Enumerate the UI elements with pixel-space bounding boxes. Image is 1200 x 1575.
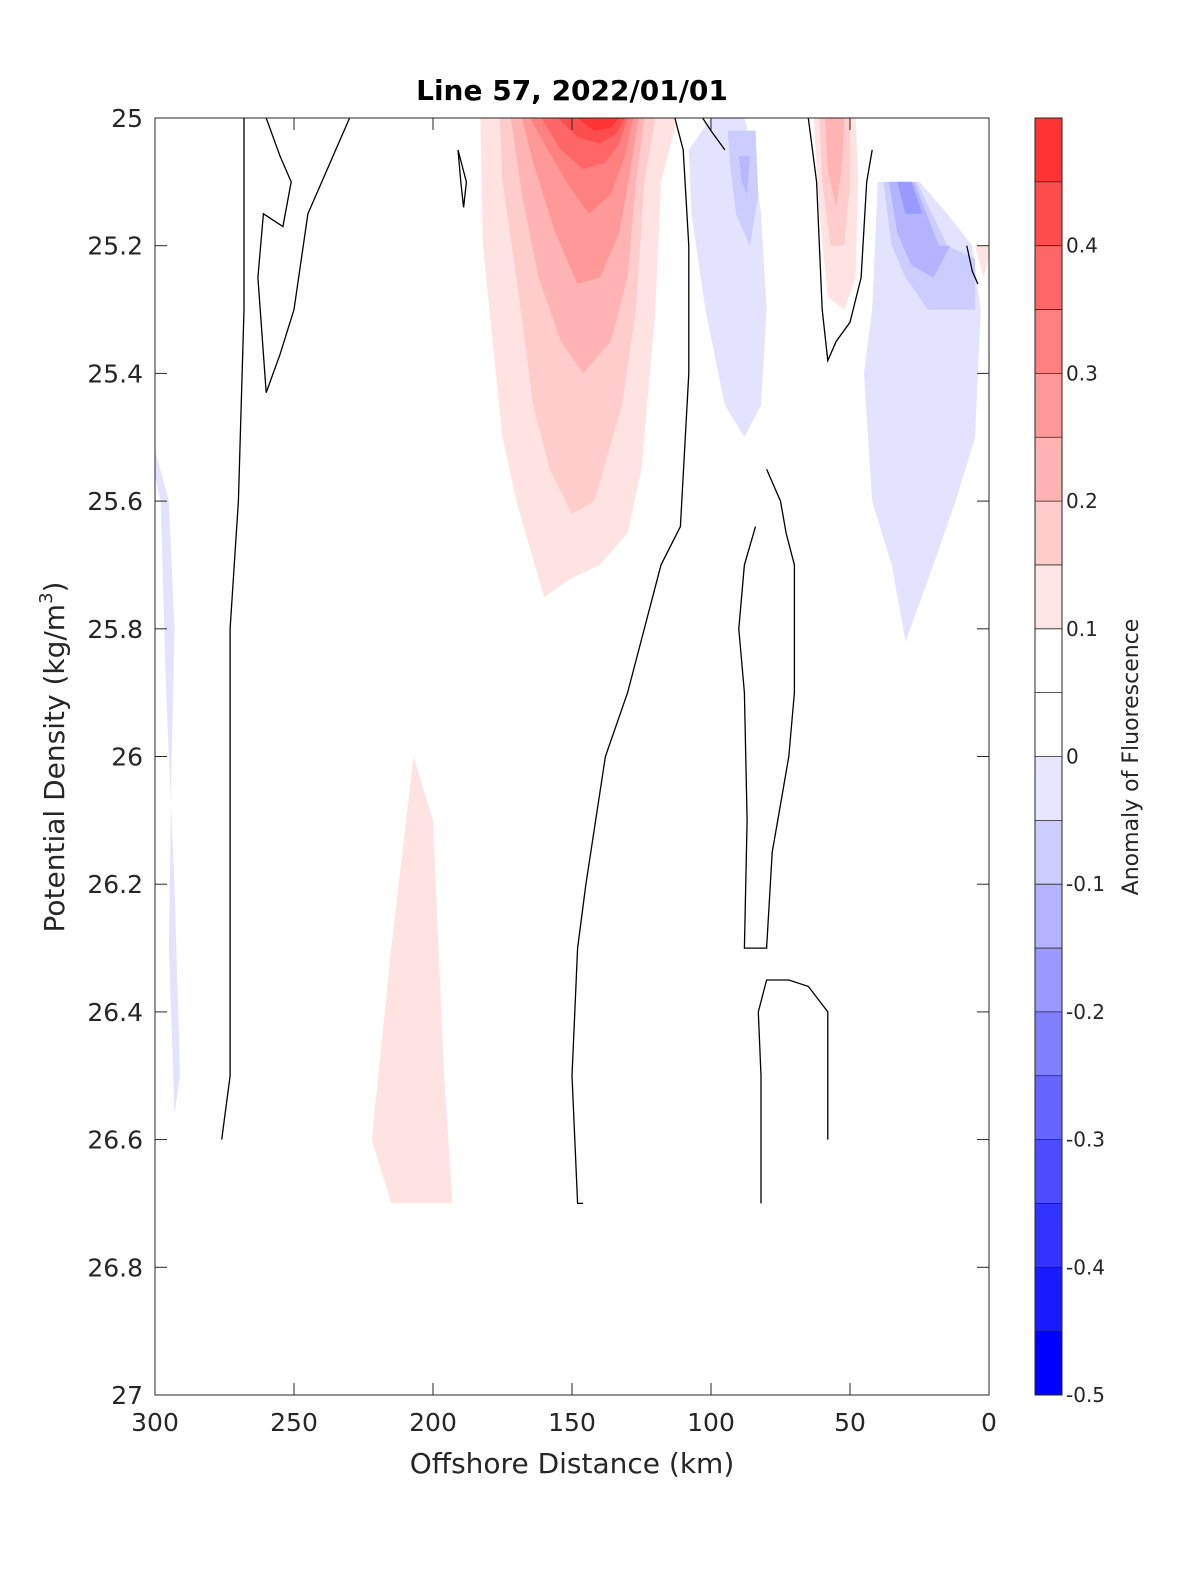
filled-contours <box>155 118 989 1204</box>
x-tick-label: 150 <box>548 1408 596 1437</box>
y-axis-label: Potential Density (kg/m3) <box>36 582 71 933</box>
colorbar-tick-label: 0 <box>1066 745 1079 769</box>
anomaly-region-19 <box>897 181 923 214</box>
anomaly-region-12 <box>975 245 989 278</box>
colorbar-swatch <box>1035 628 1062 693</box>
anomaly-region-15 <box>738 156 750 195</box>
colorbar-swatch <box>1035 948 1062 1012</box>
anomaly-region-14 <box>727 130 759 246</box>
zero-contour-4 <box>702 118 726 151</box>
zero-contour-7 <box>757 979 829 1204</box>
zero-contour-3 <box>571 118 690 1205</box>
y-tick-label: 25.4 <box>87 359 143 388</box>
y-tick-label: 25.6 <box>87 487 143 516</box>
y-tick-label: 26.8 <box>87 1253 143 1282</box>
colorbar-swatch <box>1035 437 1062 502</box>
x-axis-label: Offshore Distance (km) <box>410 1447 735 1480</box>
colorbar-swatch <box>1035 692 1062 757</box>
x-tick-label: 50 <box>834 1408 866 1437</box>
colorbar-swatch <box>1035 564 1062 629</box>
plot-area: 300 250 200 150 100 50 0 2525.225.425.625.8262… <box>87 104 997 1437</box>
colorbar-tick-label: -0.5 <box>1066 1383 1105 1407</box>
colorbar-tick-label: -0.1 <box>1066 872 1105 896</box>
colorbar-ticks: -0.5 -0.4 -0.3 -0.2 -0.1 0 0.1 0.2 0.3 0.4 <box>1066 234 1105 1407</box>
colorbar-tick-label: -0.2 <box>1066 1000 1105 1024</box>
colorbar-swatch <box>1035 1331 1062 1395</box>
colorbar-swatch <box>1035 181 1062 246</box>
colorbar-swatch <box>1035 1267 1062 1332</box>
x-tick-label: 0 <box>981 1408 997 1437</box>
colorbar-swatch <box>1035 245 1062 310</box>
anomaly-region-10 <box>825 118 845 208</box>
x-tick-label: 100 <box>687 1408 735 1437</box>
colorbar-swatch <box>1035 820 1062 885</box>
colorbar-label: Anomaly of Fluorescence <box>1119 619 1144 896</box>
zero-contour-lines <box>221 118 979 1205</box>
y-axis-label-close: ) <box>38 582 71 593</box>
zero-contour-0 <box>221 118 245 1140</box>
y-tick-label: 26.2 <box>87 870 143 899</box>
colorbar-tick-label: 0.2 <box>1066 489 1098 513</box>
colorbar-swatch <box>1035 1203 1062 1268</box>
colorbar-swatch <box>1035 756 1062 821</box>
colorbar-swatch <box>1035 1075 1062 1140</box>
colorbar-swatches <box>1035 118 1062 1395</box>
chart-title: Line 57, 2022/01/01 <box>416 74 728 107</box>
zero-contour-6 <box>738 468 796 949</box>
colorbar-tick-label: -0.4 <box>1066 1255 1105 1279</box>
y-tick-label: 26.4 <box>87 998 143 1027</box>
colorbar-swatch <box>1035 884 1062 949</box>
colorbar-swatch <box>1035 373 1062 438</box>
anomaly-region-11 <box>371 756 453 1204</box>
zero-contour-8 <box>966 245 979 285</box>
colorbar-tick-label: 0.4 <box>1066 234 1098 258</box>
y-tick-label: 27 <box>111 1381 143 1410</box>
y-tick-label: 26.6 <box>87 1126 143 1155</box>
colorbar-tick-label: 0.3 <box>1066 361 1098 385</box>
colorbar-swatch <box>1035 118 1062 182</box>
zero-contour-5 <box>807 118 873 364</box>
colorbar: -0.5 -0.4 -0.3 -0.2 -0.1 0 0.1 0.2 0.3 0.4 Anomal… <box>1034 117 1144 1407</box>
x-tick-label: 200 <box>409 1408 457 1437</box>
y-tick-label: 26 <box>111 743 143 772</box>
zero-contour-2 <box>457 149 468 208</box>
y-axis: 25 25.2 25.4 25.6 25.8 26 26.2 26.4 26.6 26.8 27 <box>87 104 989 1410</box>
y-tick-label: 25.8 <box>87 615 143 644</box>
anomaly-region-7 <box>577 118 620 131</box>
colorbar-frame <box>1034 117 1063 1396</box>
y-tick-label: 25.2 <box>87 232 143 261</box>
colorbar-tick-label: 0.1 <box>1066 617 1098 641</box>
y-tick-label: 25 <box>111 104 143 133</box>
zero-contour-1 <box>257 118 351 393</box>
x-tick-label: 300 <box>131 1408 179 1437</box>
colorbar-tick-label: -0.3 <box>1066 1128 1105 1152</box>
y-axis-label-main: Potential Density (kg/m <box>38 604 71 933</box>
colorbar-swatch <box>1035 1139 1062 1204</box>
y-axis-label-superscript: 3 <box>36 592 57 603</box>
anomaly-region-20 <box>155 450 180 1115</box>
colorbar-swatch <box>1035 309 1062 374</box>
x-axis: 300 250 200 150 100 50 0 <box>131 118 997 1437</box>
colorbar-swatch <box>1035 501 1062 565</box>
colorbar-swatch <box>1035 1011 1062 1076</box>
x-tick-label: 250 <box>270 1408 318 1437</box>
